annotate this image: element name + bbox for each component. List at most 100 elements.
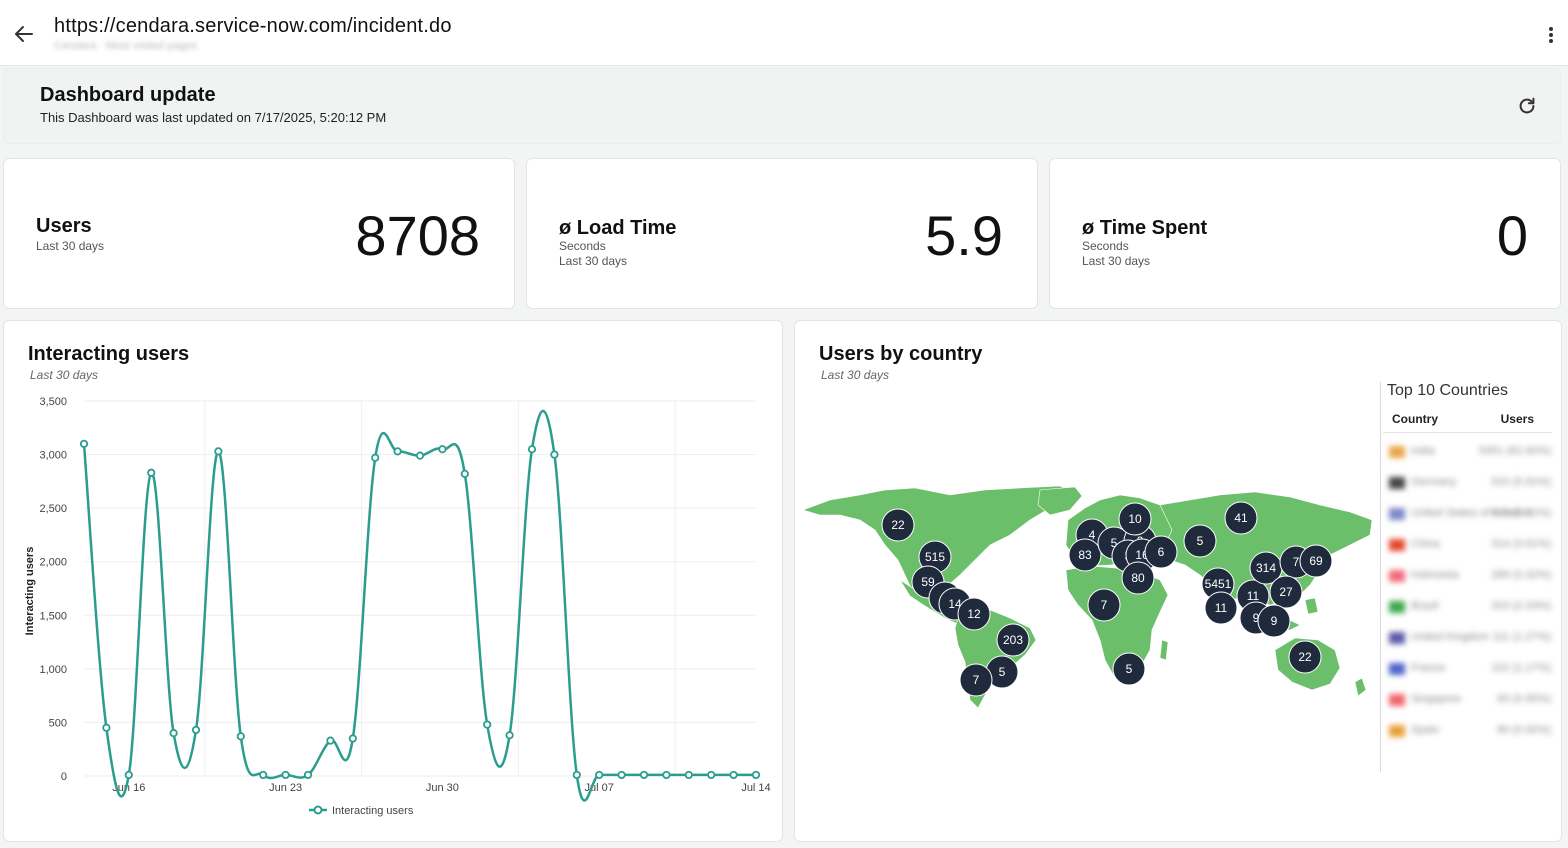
country-users: 314 (3.61%) — [1491, 538, 1551, 550]
top10-row[interactable]: United Kingdom 111 (1.27%) — [1389, 628, 1551, 648]
country-flag-icon — [1389, 601, 1405, 613]
country-name: Spain — [1411, 724, 1440, 736]
panel-period: Last 30 days — [30, 368, 99, 382]
country-flag-icon — [1389, 632, 1405, 644]
data-point[interactable] — [393, 447, 402, 456]
country-name: United States of America — [1411, 507, 1533, 519]
data-point[interactable] — [505, 731, 514, 740]
country-flag-icon — [1389, 725, 1405, 737]
data-point[interactable] — [662, 770, 671, 780]
kpi-period: Last 30 days — [559, 254, 628, 268]
kpi-card-load-time: ø Load Time Seconds Last 30 days 5.9 — [526, 158, 1038, 309]
country-flag-icon — [1389, 477, 1405, 489]
data-point[interactable] — [371, 453, 380, 462]
top10-row[interactable]: Brazil 203 (2.33%) — [1389, 597, 1551, 617]
top10-row[interactable]: Spain 80 (0.92%) — [1389, 721, 1551, 741]
browser-top-bar: https://cendara.service-now.com/incident… — [0, 0, 1568, 66]
update-timestamp: This Dashboard was last updated on 7/17/… — [40, 110, 387, 125]
column-header-country[interactable]: Country — [1392, 412, 1438, 426]
more-options-icon[interactable] — [1548, 26, 1554, 44]
data-point[interactable] — [191, 725, 201, 735]
series-line — [82, 409, 756, 802]
kpi-period: Last 30 days — [36, 239, 105, 253]
x-tick-label: Jun 23 — [269, 782, 302, 794]
data-point[interactable] — [259, 770, 268, 780]
data-point[interactable] — [550, 450, 559, 459]
country-users: 289 (3.32%) — [1491, 569, 1551, 581]
top10-row[interactable]: Germany 515 (5.91%) — [1389, 473, 1551, 493]
kpi-title: Users — [36, 215, 92, 237]
column-header-users[interactable]: Users — [1500, 412, 1534, 426]
top10-row[interactable]: Indonesia 289 (3.32%) — [1389, 566, 1551, 586]
refresh-icon[interactable] — [1516, 95, 1538, 117]
update-title: Dashboard update — [40, 84, 216, 106]
kpi-period: Last 30 days — [1082, 254, 1151, 268]
data-point[interactable] — [169, 729, 178, 738]
data-point[interactable] — [124, 770, 133, 780]
top10-row[interactable]: Singapore 83 (0.95%) — [1389, 690, 1551, 710]
country-flag-icon — [1389, 663, 1405, 675]
country-users: 80 (0.92%) — [1497, 724, 1551, 736]
y-tick-label: 3,500 — [39, 396, 67, 408]
data-point[interactable] — [617, 770, 626, 780]
legend-label: Interacting users — [332, 805, 414, 817]
data-point[interactable] — [236, 732, 245, 741]
data-point[interactable] — [707, 770, 716, 780]
data-point[interactable] — [79, 439, 89, 448]
interacting-users-panel: Interacting users Last 30 days 0 500 1,000… — [3, 320, 783, 842]
panel-period: Last 30 days — [821, 368, 890, 382]
data-point[interactable] — [595, 770, 604, 780]
y-tick-label: 2,000 — [39, 557, 67, 569]
data-point[interactable] — [684, 770, 693, 780]
data-point[interactable] — [572, 770, 581, 780]
data-point[interactable] — [729, 770, 738, 780]
back-arrow-icon[interactable] — [12, 22, 36, 46]
x-tick-label: Jun 16 — [112, 782, 145, 794]
data-point[interactable] — [438, 445, 447, 454]
data-point[interactable] — [460, 469, 469, 478]
panel-title: Interacting users — [28, 343, 190, 365]
country-name: France — [1411, 662, 1446, 674]
data-point[interactable] — [751, 770, 761, 780]
country-name: India — [1411, 445, 1435, 457]
country-name: Indonesia — [1411, 569, 1459, 581]
kpi-value: 0 — [1496, 204, 1528, 267]
kpi-card-time-spent: ø Time Spent Seconds Last 30 days 0 — [1049, 158, 1561, 309]
top10-row[interactable]: France 102 (1.17%) — [1389, 659, 1551, 679]
x-tick-label: Jun 30 — [426, 782, 459, 794]
x-tick-label: Jul 14 — [741, 782, 770, 794]
country-name: United Kingdom — [1411, 631, 1490, 643]
kpi-card-users: Users Last 30 days 8708 — [3, 158, 515, 309]
interacting-users-chart[interactable]: 0 500 1,000 1,500 2,000 2,500 3,000 3,500 Jun 1… — [4, 321, 784, 843]
country-users: 203 (2.33%) — [1491, 600, 1551, 612]
header-divider — [1383, 432, 1552, 433]
y-tick-label: 3,000 — [39, 450, 67, 462]
kpi-title: ø Load Time — [559, 217, 677, 239]
country-flag-icon — [1389, 446, 1405, 458]
top10-row[interactable]: China 314 (3.61%) — [1389, 535, 1551, 555]
data-point[interactable] — [147, 468, 156, 477]
panel-title: Users by country — [819, 343, 983, 365]
data-point[interactable] — [527, 445, 537, 454]
kpi-value: 8708 — [355, 204, 480, 267]
data-point[interactable] — [214, 447, 223, 456]
country-flag-icon — [1389, 539, 1405, 551]
data-point[interactable] — [415, 451, 425, 460]
top10-title: Top 10 Countries — [1387, 382, 1508, 399]
chart-legend[interactable]: Interacting users — [309, 805, 414, 817]
data-point[interactable] — [303, 770, 313, 780]
data-point[interactable] — [348, 734, 357, 743]
country-users: 515 (5.91%) — [1491, 507, 1551, 519]
data-point[interactable] — [102, 723, 111, 732]
top10-row[interactable]: India 5451 (62.60%) — [1389, 442, 1551, 462]
country-name: China — [1411, 538, 1440, 550]
data-point[interactable] — [639, 770, 649, 780]
data-point[interactable] — [281, 770, 290, 780]
data-point[interactable] — [483, 720, 492, 729]
country-users: 515 (5.91%) — [1491, 476, 1551, 488]
country-flag-icon — [1389, 570, 1405, 582]
y-tick-label: 1,000 — [39, 664, 67, 676]
y-tick-label: 2,500 — [39, 503, 67, 515]
data-point[interactable] — [326, 736, 335, 745]
top10-row[interactable]: United States of America 515 (5.91%) — [1389, 504, 1551, 524]
